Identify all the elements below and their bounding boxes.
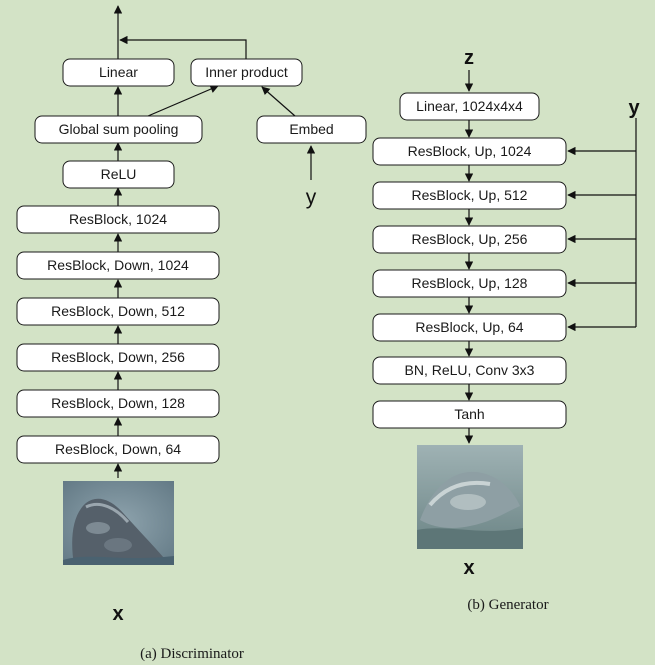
- generator-caption: (b) Generator: [467, 597, 548, 613]
- label-bn-relu-conv: BN, ReLU, Conv 3x3: [405, 362, 535, 378]
- block-resblock-up-64: ResBlock, Up, 64: [372, 313, 567, 342]
- edge-embed-to-inner-product: [261, 86, 296, 117]
- block-resblock-up-512: ResBlock, Up, 512: [372, 181, 567, 210]
- label-resblock-down-64: ResBlock, Down, 64: [55, 441, 181, 457]
- block-resblock-down-256: ResBlock, Down, 256: [16, 343, 220, 372]
- label-inner-product: Inner product: [205, 64, 288, 80]
- block-tanh: Tanh: [372, 400, 567, 429]
- edge-inner-product-to-sum: [119, 35, 247, 59]
- label-resblock-up-1024: ResBlock, Up, 1024: [408, 143, 532, 159]
- label-resblock-up-128: ResBlock, Up, 128: [412, 275, 528, 291]
- label-resblock-1024: ResBlock, 1024: [69, 211, 167, 227]
- block-resblock-down-1024: ResBlock, Down, 1024: [16, 251, 220, 280]
- edge-pooling-to-inner-product: [147, 85, 219, 117]
- label-g-linear: Linear, 1024x4x4: [416, 98, 523, 114]
- label-resblock-down-512: ResBlock, Down, 512: [51, 303, 185, 319]
- label-global-sum-pooling: Global sum pooling: [59, 121, 179, 137]
- block-bn-relu-conv: BN, ReLU, Conv 3x3: [372, 356, 567, 385]
- block-resblock-up-256: ResBlock, Up, 256: [372, 225, 567, 254]
- block-resblock-down-128: ResBlock, Down, 128: [16, 389, 220, 418]
- block-d-linear: Linear: [62, 58, 175, 87]
- label-relu: ReLU: [101, 166, 137, 182]
- label-resblock-down-1024: ResBlock, Down, 1024: [47, 257, 189, 273]
- label-d-linear: Linear: [99, 64, 138, 80]
- generator-input-z: z: [464, 47, 474, 69]
- block-g-linear: Linear, 1024x4x4: [399, 92, 540, 121]
- block-relu: ReLU: [62, 160, 175, 189]
- label-resblock-down-128: ResBlock, Down, 128: [51, 395, 185, 411]
- generator-class-y: y: [628, 97, 640, 119]
- label-resblock-up-64: ResBlock, Up, 64: [415, 319, 523, 335]
- discriminator-input-x: x: [112, 603, 123, 625]
- block-resblock-down-512: ResBlock, Down, 512: [16, 297, 220, 326]
- block-inner-product: Inner product: [190, 58, 303, 87]
- generator-edges: [464, 70, 637, 444]
- label-resblock-up-256: ResBlock, Up, 256: [412, 231, 528, 247]
- label-resblock-up-512: ResBlock, Up, 512: [412, 187, 528, 203]
- generator-output-image: [417, 445, 523, 549]
- generator: Linear, 1024x4x4 ResBlock, Up, 1024 ResB…: [372, 47, 640, 613]
- block-resblock-down-64: ResBlock, Down, 64: [16, 435, 220, 464]
- discriminator: Linear Inner product Global sum pooling …: [16, 5, 367, 662]
- discriminator-caption: (a) Discriminator: [140, 646, 244, 662]
- block-global-sum-pooling: Global sum pooling: [34, 115, 203, 144]
- generator-output-x: x: [463, 557, 474, 579]
- block-resblock-up-128: ResBlock, Up, 128: [372, 269, 567, 298]
- label-tanh: Tanh: [454, 406, 484, 422]
- discriminator-edges: [113, 5, 316, 478]
- discriminator-class-y: y: [306, 186, 317, 209]
- label-embed: Embed: [289, 121, 333, 137]
- discriminator-input-image: [63, 481, 174, 565]
- block-resblock-up-1024: ResBlock, Up, 1024: [372, 137, 567, 166]
- block-resblock-1024: ResBlock, 1024: [16, 205, 220, 234]
- block-embed: Embed: [256, 115, 367, 144]
- label-resblock-down-256: ResBlock, Down, 256: [51, 349, 185, 365]
